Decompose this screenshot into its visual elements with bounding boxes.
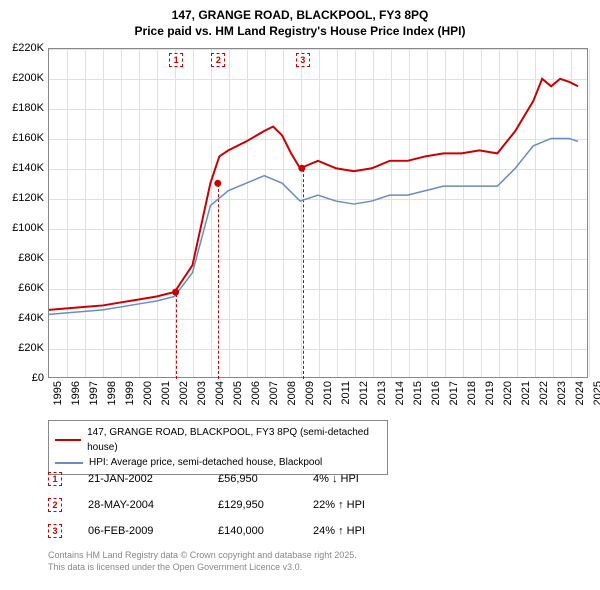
y-axis-label: £100K [0, 222, 44, 234]
legend-label: 147, GRANGE ROAD, BLACKPOOL, FY3 8PQ (se… [87, 425, 381, 455]
x-axis-label: 1998 [106, 381, 118, 405]
x-axis-label: 2021 [520, 381, 532, 405]
x-axis-label: 2017 [448, 381, 460, 405]
sale-date: 21-JAN-2002 [88, 473, 218, 485]
chart-marker: 2 [211, 53, 225, 67]
sale-badge: 1 [48, 472, 62, 486]
x-axis-label: 2003 [196, 381, 208, 405]
x-axis-label: 2019 [484, 381, 496, 405]
x-axis-label: 2001 [160, 381, 172, 405]
x-axis-label: 2005 [232, 381, 244, 405]
series-line [49, 79, 578, 310]
sale-date: 28-MAY-2004 [88, 499, 218, 511]
legend-item: 147, GRANGE ROAD, BLACKPOOL, FY3 8PQ (se… [55, 425, 381, 455]
x-axis-label: 1996 [70, 381, 82, 405]
x-axis-label: 2002 [178, 381, 190, 405]
chart-container: 147, GRANGE ROAD, BLACKPOOL, FY3 8PQ Pri… [0, 0, 600, 590]
sale-badge: 3 [48, 524, 62, 538]
title-line-1: 147, GRANGE ROAD, BLACKPOOL, FY3 8PQ [0, 8, 600, 24]
sale-point [214, 180, 221, 187]
y-axis-label: £120K [0, 192, 44, 204]
x-axis-label: 2009 [304, 381, 316, 405]
x-axis-label: 2025 [592, 381, 600, 405]
sale-row: 2 28-MAY-2004£129,95022% ↑ HPI [48, 492, 423, 518]
legend-swatch [55, 462, 83, 464]
y-axis-label: £20K [0, 342, 44, 354]
sale-hpi: 22% ↑ HPI [313, 499, 423, 511]
x-axis-label: 2022 [538, 381, 550, 405]
x-axis-label: 2013 [376, 381, 388, 405]
y-axis-label: £0 [0, 372, 44, 384]
y-axis-label: £220K [0, 42, 44, 54]
y-axis-label: £200K [0, 72, 44, 84]
series-line [49, 138, 578, 314]
title-line-2: Price paid vs. HM Land Registry's House … [0, 24, 600, 40]
sale-row: 3 06-FEB-2009£140,00024% ↑ HPI [48, 518, 423, 544]
x-axis-label: 2018 [466, 381, 478, 405]
sale-badge: 2 [48, 498, 62, 512]
x-axis-label: 2020 [502, 381, 514, 405]
chart-marker: 3 [296, 53, 310, 67]
chart-marker: 1 [169, 53, 183, 67]
x-axis-label: 2006 [250, 381, 262, 405]
chart-title: 147, GRANGE ROAD, BLACKPOOL, FY3 8PQ Pri… [0, 0, 600, 39]
x-axis-label: 1995 [52, 381, 64, 405]
y-axis-label: £180K [0, 102, 44, 114]
x-axis-label: 2014 [394, 381, 406, 405]
x-axis-label: 1999 [124, 381, 136, 405]
gridline-v [589, 49, 590, 377]
x-axis-label: 2007 [268, 381, 280, 405]
sale-point [172, 289, 179, 296]
x-axis-label: 1997 [88, 381, 100, 405]
y-axis-label: £40K [0, 312, 44, 324]
plot-area: 1 2 3 [48, 48, 588, 378]
x-axis-label: 2011 [340, 381, 352, 405]
x-axis-label: 2004 [214, 381, 226, 405]
footer-line-1: Contains HM Land Registry data © Crown c… [48, 550, 357, 562]
legend-swatch [55, 439, 81, 441]
sale-row: 1 21-JAN-2002£56,9504% ↓ HPI [48, 466, 423, 492]
sale-hpi: 24% ↑ HPI [313, 525, 423, 537]
y-axis-label: £140K [0, 162, 44, 174]
sale-hpi: 4% ↓ HPI [313, 473, 423, 485]
sale-date: 06-FEB-2009 [88, 525, 218, 537]
footer-attribution: Contains HM Land Registry data © Crown c… [48, 550, 357, 573]
x-axis-label: 2008 [286, 381, 298, 405]
series-svg [49, 49, 587, 377]
sale-price: £56,950 [218, 473, 313, 485]
x-axis-label: 2012 [358, 381, 370, 405]
x-axis-label: 2010 [322, 381, 334, 405]
y-axis-label: £60K [0, 282, 44, 294]
x-axis-label: 2024 [574, 381, 586, 405]
x-axis-label: 2000 [142, 381, 154, 405]
sale-point [298, 165, 305, 172]
y-axis-label: £80K [0, 252, 44, 264]
y-axis-label: £160K [0, 132, 44, 144]
x-axis-label: 2016 [430, 381, 442, 405]
x-axis-label: 2015 [412, 381, 424, 405]
footer-line-2: This data is licensed under the Open Gov… [48, 562, 357, 574]
sales-table: 121-JAN-2002£56,9504% ↓ HPI228-MAY-2004£… [48, 466, 423, 544]
sale-price: £129,950 [218, 499, 313, 511]
x-axis-label: 2023 [556, 381, 568, 405]
sale-price: £140,000 [218, 525, 313, 537]
